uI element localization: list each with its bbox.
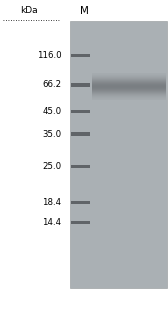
Bar xyxy=(71,110,90,113)
Text: 14.4: 14.4 xyxy=(42,218,61,227)
Text: 66.2: 66.2 xyxy=(42,80,61,89)
Text: 45.0: 45.0 xyxy=(42,107,61,116)
Text: kDa: kDa xyxy=(20,6,37,15)
Text: M: M xyxy=(80,6,89,16)
Bar xyxy=(70,21,167,288)
Bar xyxy=(71,164,90,168)
Text: 116.0: 116.0 xyxy=(37,51,61,60)
Bar xyxy=(71,201,90,204)
Text: 18.4: 18.4 xyxy=(42,198,61,207)
Bar xyxy=(71,54,90,57)
Bar xyxy=(71,83,90,86)
Text: 35.0: 35.0 xyxy=(42,130,61,139)
Bar xyxy=(71,133,90,136)
Text: 25.0: 25.0 xyxy=(42,162,61,171)
Bar xyxy=(71,221,90,224)
